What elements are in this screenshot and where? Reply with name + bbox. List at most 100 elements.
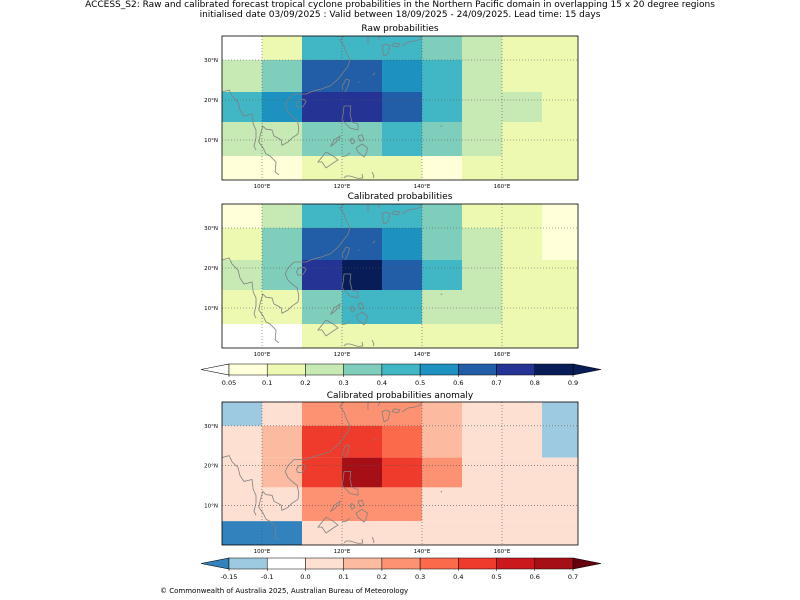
anomaly-colorbar-swatch [496, 557, 536, 570]
figure-title: ACCESS_S2: Raw and calibrated forecast t… [85, 0, 715, 10]
calibrated-panel-title: Calibrated probabilities [347, 192, 453, 202]
anomaly-colorbar-swatch [419, 557, 459, 570]
raw-cell [422, 156, 462, 180]
probability-colorbar-swatch [381, 363, 421, 376]
figure-subtitle: initialised date 03/09/2025 : Valid betw… [199, 10, 601, 20]
anomaly-map: 100°E 120°E 140°E 160°E 10°N 20°N 30°N [204, 401, 579, 555]
probability-colorbar-tick-label: 0.8 [530, 379, 540, 387]
raw-cell [462, 36, 502, 60]
anomaly-colorbar-tick-label: -0.1 [261, 573, 274, 581]
probability-colorbar-swatch [496, 363, 536, 376]
calibrated-coastlines [222, 204, 443, 347]
calibrated-coastline [372, 240, 376, 244]
anomaly-colorbar-tick-label: 0.5 [491, 573, 501, 581]
anomaly-coastline [371, 536, 375, 544]
calibrated-cell [502, 290, 578, 324]
anomaly-y-tick-label: 30°N [204, 424, 218, 430]
calibrated-x-tick-label: 100°E [254, 352, 271, 358]
raw-coastline [222, 89, 257, 151]
raw-map-frame [221, 35, 579, 181]
anomaly-colorbar-swatch [381, 557, 421, 570]
anomaly-cell [222, 457, 262, 488]
probability-colorbar-tick-label: 0.5 [415, 379, 425, 387]
probability-colorbar-swatch [534, 363, 574, 376]
calibrated-x-tick-label: 160°E [494, 352, 511, 358]
probability-colorbar-swatch [343, 363, 383, 376]
anomaly-colorbar-tick-label: 0.4 [453, 573, 463, 581]
probability-colorbar-tick-label: 0.1 [262, 379, 272, 387]
anomaly-cell [502, 487, 578, 522]
raw-coastline [391, 42, 401, 48]
raw-cell [462, 92, 502, 122]
raw-coastline [357, 81, 360, 84]
calibrated-cell [462, 260, 502, 290]
calibrated-coastline [349, 305, 356, 313]
anomaly-cell [302, 487, 422, 522]
calibrated-map: 100°E 120°E 140°E 160°E 10°N 20°N 30°N [204, 203, 579, 358]
anomaly-x-tick-label: 120°E [334, 549, 351, 555]
anomaly-cell [542, 402, 578, 426]
calibrated-coastline [440, 293, 443, 296]
anomaly-colorbar-swatch [458, 557, 497, 570]
anomaly-coastlines [222, 402, 443, 544]
raw-cell [462, 122, 502, 156]
raw-coastline [401, 36, 423, 47]
calibrated-coastline [296, 266, 307, 276]
anomaly-cell [262, 402, 302, 426]
raw-coastline [341, 152, 351, 157]
calibrated-cell [302, 260, 342, 290]
anomaly-colorbar-swatch [305, 557, 344, 570]
probability-colorbar-swatch [458, 363, 497, 376]
raw-cell [262, 92, 302, 122]
calibrated-cell [222, 260, 262, 290]
raw-panel-title: Raw probabilities [361, 24, 439, 34]
calibrated-x-tick-label: 140°E [414, 352, 431, 358]
calibrated-coastline [341, 273, 359, 299]
anomaly-coastline [341, 471, 359, 496]
calibrated-map-frame [221, 203, 579, 349]
probability-colorbar-tick-label: 0.4 [377, 379, 387, 387]
calibrated-cell [222, 228, 262, 260]
anomaly-colorbar-tick-label: 0.6 [530, 573, 540, 581]
raw-cell [422, 60, 462, 92]
raw-x-tick-label: 120°E [334, 184, 351, 190]
anomaly-x-tick-label: 140°E [414, 549, 431, 555]
anomaly-panel-title: Calibrated probabilities anomaly [326, 391, 474, 401]
raw-y-tick-label: 20°N [204, 98, 218, 104]
calibrated-cell [422, 260, 462, 290]
anomaly-cell [502, 425, 542, 458]
calibrated-cell [382, 260, 422, 290]
anomaly-map-frame [221, 401, 579, 546]
anomaly-colorbar-tick-label: 0.1 [338, 573, 348, 581]
raw-coastline [296, 98, 307, 108]
raw-coastline [341, 78, 351, 93]
probability-colorbar-swatch [266, 363, 306, 376]
calibrated-coastline [401, 204, 423, 215]
anomaly-coastline [258, 459, 300, 541]
anomaly-colorbar-under-arrow [200, 557, 230, 570]
probability-colorbar-tick-label: 0.6 [453, 379, 463, 387]
calibrated-cell [342, 290, 422, 324]
anomaly-colorbar-tick-label: 0.2 [377, 573, 387, 581]
anomaly-coastline [391, 408, 401, 414]
calibrated-coastline [317, 319, 339, 337]
anomaly-cell [462, 425, 502, 458]
raw-x-tick-label: 100°E [254, 184, 271, 190]
raw-map: 100°E 120°E 140°E 160°E 10°N 20°N 30°N [204, 35, 579, 190]
calibrated-coastline [258, 261, 300, 344]
raw-cell [502, 60, 578, 92]
raw-coastline [440, 125, 443, 128]
calibrated-y-tick-label: 30°N [204, 226, 218, 232]
anomaly-cell [542, 425, 578, 458]
anomaly-colorbar-tick-label: -0.15 [221, 573, 238, 581]
calibrated-cell [422, 290, 502, 324]
raw-cell [382, 60, 422, 92]
raw-y-tick-label: 10°N [204, 138, 218, 144]
raw-cell [422, 122, 462, 156]
anomaly-cell [502, 457, 578, 488]
calibrated-coastline [343, 341, 364, 347]
calibrated-coastline [222, 257, 257, 319]
probability-colorbar-over-arrow [572, 363, 602, 376]
probability-colorbar-swatch [305, 363, 344, 376]
probability-colorbar-tick-label: 0.2 [300, 379, 310, 387]
